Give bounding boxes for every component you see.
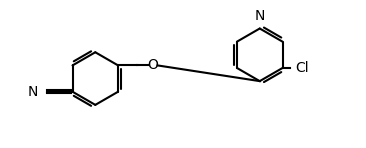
- Text: N: N: [255, 9, 265, 23]
- Text: Cl: Cl: [295, 61, 309, 75]
- Text: O: O: [147, 58, 158, 72]
- Text: N: N: [28, 85, 38, 99]
